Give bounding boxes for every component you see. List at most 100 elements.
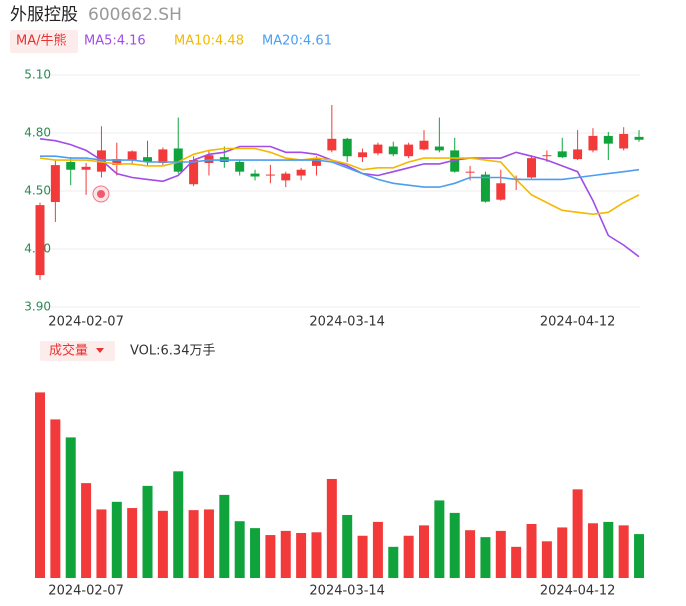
ma-line: [39, 138, 640, 258]
candle-body: [573, 149, 583, 160]
volume-bar: [372, 521, 383, 578]
stock-name: 外服控股: [10, 5, 78, 25]
candle-body: [143, 157, 153, 162]
volume-bar: [265, 535, 276, 578]
volume-bar: [219, 494, 230, 578]
volume-bar: [634, 534, 645, 578]
volume-bar: [480, 537, 491, 578]
candle-body: [112, 159, 122, 165]
candle-body: [342, 138, 352, 157]
x-tick-label: 2024-04-12: [540, 584, 616, 599]
volume-bar: [127, 508, 138, 578]
volume-bar: [434, 500, 445, 578]
candle-body: [373, 144, 383, 154]
volume-bar: [326, 478, 337, 578]
candle-body: [127, 151, 137, 161]
volume-bar: [342, 514, 353, 578]
volume-bar: [403, 535, 414, 578]
x-tick-label: 2024-04-12: [540, 315, 616, 330]
x-tick-label: 2024-03-14: [309, 315, 385, 330]
candle-body: [619, 133, 629, 149]
ma-line: [39, 147, 640, 216]
candle-body: [358, 152, 368, 158]
candle-body: [189, 160, 199, 185]
volume-bar: [96, 509, 107, 578]
ma-button-bg[interactable]: [10, 30, 78, 53]
candle-body: [603, 135, 613, 144]
candle-body: [173, 148, 183, 172]
volume-bar: [618, 525, 629, 578]
volume-bar: [111, 501, 122, 578]
volume-bar: [157, 510, 168, 578]
candle-body: [419, 140, 429, 150]
volume-bar: [603, 521, 614, 578]
volume-bar: [280, 530, 291, 578]
stock-code: 600662.SH: [88, 5, 182, 25]
volume-bar: [572, 489, 583, 578]
volume-bar: [234, 521, 245, 578]
volume-bar: [250, 528, 261, 578]
volume-bar: [557, 527, 568, 578]
candle-body: [527, 158, 537, 178]
candle-body: [388, 146, 398, 155]
candle-body: [434, 146, 444, 151]
volume-bar: [419, 525, 429, 578]
volume-bar: [203, 509, 214, 578]
candle-body: [250, 173, 260, 177]
volume-bar: [511, 546, 522, 578]
volume-bar: [541, 541, 552, 578]
volume-bar: [65, 437, 76, 578]
badge: [92, 185, 110, 203]
candle-body: [404, 144, 414, 157]
candle-body: [557, 151, 567, 158]
candle-body: [50, 165, 60, 203]
candle-body: [465, 171, 475, 173]
candle-body: [35, 205, 45, 276]
legend-entry: MA10:4.48: [174, 34, 244, 49]
volume-bar: [142, 485, 153, 578]
x-tick-label: 2024-02-07: [48, 315, 124, 330]
x-tick-label: 2024-02-07: [48, 584, 124, 599]
volume-bar: [526, 523, 537, 578]
dropdown-arrow[interactable]: [96, 348, 104, 353]
volume-bar: [465, 530, 476, 578]
volume-bar: [296, 532, 307, 578]
legend-entry: MA20:4.61: [262, 34, 332, 49]
candle-body: [480, 174, 490, 202]
candle-body: [265, 174, 275, 176]
y-tick-label: 5.10: [24, 68, 51, 82]
legend-entry: MA5:4.16: [84, 34, 146, 49]
ma-button[interactable]: MA/牛熊: [16, 33, 67, 49]
volume-bar: [35, 392, 45, 578]
candle-body: [66, 162, 76, 170]
volume-bar: [81, 483, 92, 578]
candle-body: [634, 136, 644, 140]
volume-bar: [188, 510, 199, 578]
candle-body: [542, 155, 552, 157]
volume-bar: [388, 546, 399, 578]
candle-body: [311, 158, 321, 166]
y-tick-label: 3.90: [24, 300, 51, 314]
candle-body: [204, 155, 214, 163]
candle-body: [327, 138, 337, 151]
candle-body: [588, 135, 598, 151]
volume-bar: [495, 530, 506, 578]
candle-body: [81, 166, 91, 170]
candle-body: [235, 162, 245, 172]
volume-bar: [50, 419, 61, 578]
candle-body: [450, 150, 460, 172]
volume-button[interactable]: 成交量: [49, 343, 88, 359]
volume-bar: [587, 523, 598, 578]
volume-bar: [357, 535, 368, 578]
volume-bar: [449, 512, 460, 578]
candle-body: [281, 173, 291, 181]
y-tick-label: 4.50: [24, 184, 51, 198]
ma-line: [40, 155, 640, 188]
x-tick-label: 2024-03-14: [309, 584, 385, 599]
volume-button-bg[interactable]: [40, 341, 115, 361]
volume-bar: [311, 532, 322, 578]
candle-body: [158, 149, 168, 163]
y-tick-label: 4.80: [24, 126, 51, 140]
volume-title: VOL:6.34万手: [130, 344, 215, 359]
